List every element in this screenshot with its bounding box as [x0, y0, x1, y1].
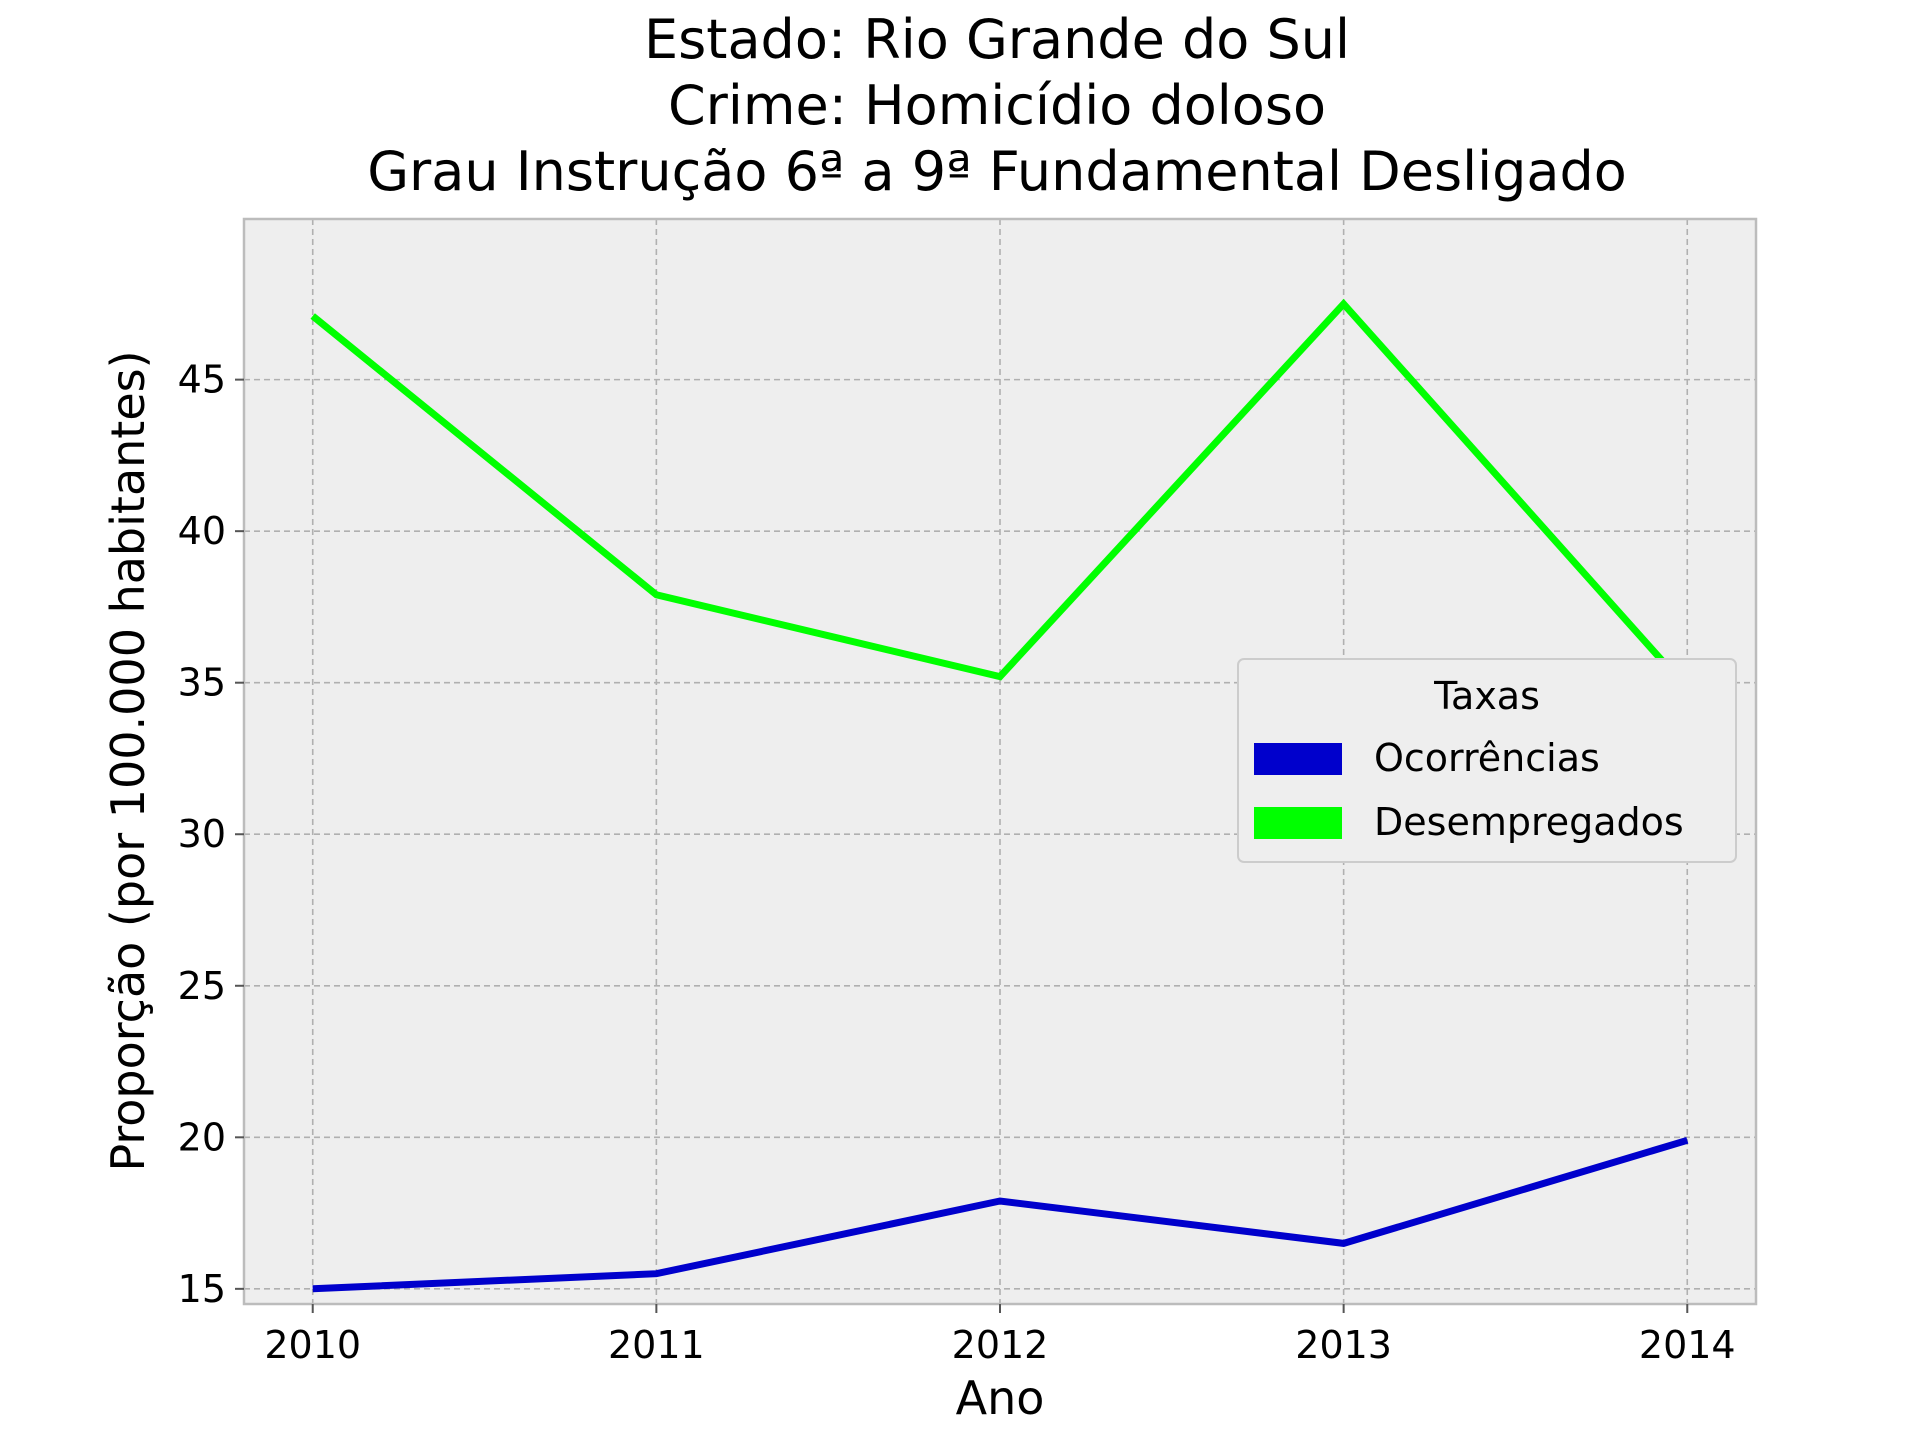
legend-box	[1237, 658, 1737, 863]
y-tick-label: 20	[178, 1115, 226, 1159]
x-tick-label: 2013	[1295, 1323, 1392, 1367]
series-line-desempregados	[310, 298, 1690, 692]
x-tick-label: 2011	[608, 1323, 705, 1367]
y-tick-label: 40	[178, 509, 226, 553]
y-tick-label: 45	[178, 358, 226, 402]
legend-swatch-ocorrencias	[1254, 743, 1342, 775]
y-tick-label: 35	[178, 661, 226, 705]
x-tick-label: 2012	[952, 1323, 1049, 1367]
x-axis-ticks: 2010 2011 2012 2013 2014	[264, 1304, 1736, 1367]
y-tick-label: 15	[178, 1267, 226, 1311]
x-tick-label: 2010	[264, 1323, 361, 1367]
title-line-3: Grau Instrução 6ª a 9ª Fundamental Desli…	[367, 140, 1627, 203]
legend-label-ocorrencias: Ocorrências	[1374, 736, 1600, 780]
y-axis-label: Proporção (por 100.000 habitantes)	[101, 350, 155, 1171]
legend-label-desempregados: Desempregados	[1374, 800, 1684, 844]
y-tick-label: 25	[178, 964, 226, 1008]
y-axis-ticks: 15 20 25 30 35 40 45	[178, 358, 244, 1311]
legend-swatch-desempregados	[1254, 807, 1342, 839]
series-line-ocorrencias	[312, 1136, 1689, 1293]
title-line-2: Crime: Homicídio doloso	[668, 74, 1326, 137]
x-tick-label: 2014	[1639, 1323, 1736, 1367]
title-line-1: Estado: Rio Grande do Sul	[644, 8, 1350, 71]
series-lines	[310, 298, 1690, 1293]
legend: Taxas Ocorrências Desempregados	[1237, 658, 1737, 863]
chart-title: Estado: Rio Grande do Sul Crime: Homicíd…	[367, 8, 1627, 203]
x-axis-label: Ano	[956, 1371, 1045, 1425]
y-tick-label: 30	[178, 812, 226, 856]
legend-title: Taxas	[1433, 674, 1540, 718]
